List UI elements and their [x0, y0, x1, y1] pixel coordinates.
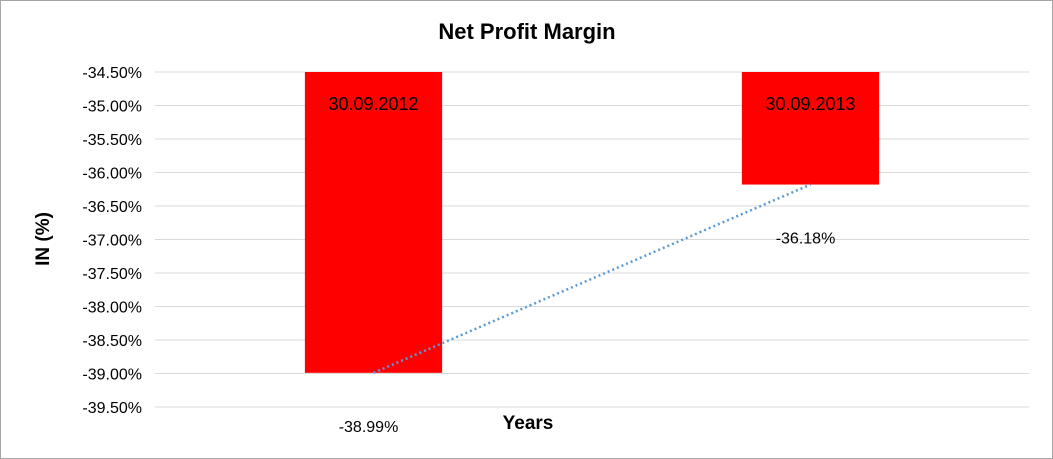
- y-axis-title: IN (%): [33, 212, 54, 266]
- y-tick-label: -36.00%: [82, 166, 142, 183]
- data-labels: 30.09.2012 -38.99% 30.09.2013 -36.18%: [328, 94, 855, 436]
- y-tick-label: -35.50%: [82, 132, 142, 149]
- y-tick-label: -39.00%: [82, 367, 142, 384]
- data-label: -38.99%: [339, 419, 399, 436]
- x-axis-title: Years: [503, 413, 554, 434]
- y-tick-label: -34.50%: [82, 65, 142, 82]
- y-tick-label: -37.00%: [82, 233, 142, 250]
- chart-title: Net Profit Margin: [438, 19, 615, 44]
- bar: [304, 72, 443, 373]
- y-tick-label: -39.50%: [82, 400, 142, 417]
- y-tick-label: -38.00%: [82, 300, 142, 317]
- y-tick-label: -36.50%: [82, 199, 142, 216]
- y-tick-label: -35.00%: [82, 99, 142, 116]
- category-label: 30.09.2012: [328, 94, 418, 114]
- trendline-group: [373, 183, 811, 374]
- trendline: [373, 183, 811, 374]
- data-label: -36.18%: [776, 231, 836, 248]
- bars: [304, 72, 880, 373]
- category-label: 30.09.2013: [765, 94, 855, 114]
- y-tick-label: -38.50%: [82, 333, 142, 350]
- gridlines: [155, 71, 1029, 408]
- bar: [741, 72, 880, 185]
- y-axis-ticks: -34.50% -35.00% -35.50% -36.00% -36.50% -37.0…: [82, 65, 142, 417]
- y-tick-label: -37.50%: [82, 266, 142, 283]
